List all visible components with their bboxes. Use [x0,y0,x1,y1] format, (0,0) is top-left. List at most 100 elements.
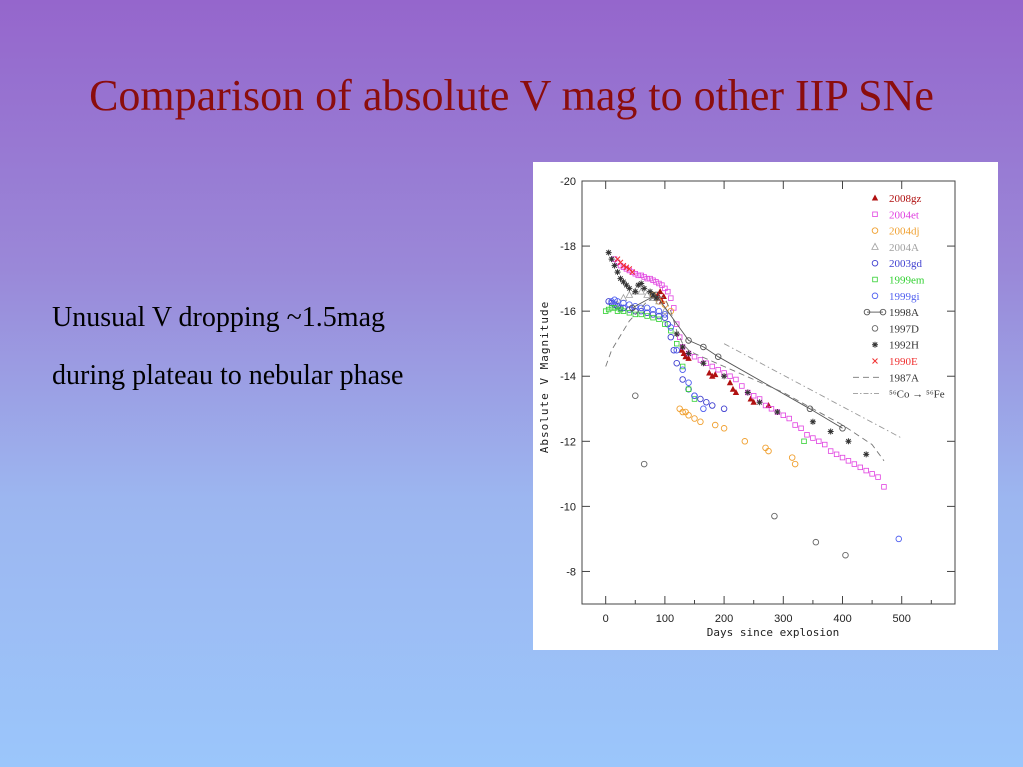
data-point-1992h [809,418,816,425]
data-point-1990e [620,262,627,269]
data-point-2008gz [732,389,740,395]
legend-label-1999gi: 1999gi [889,291,920,303]
data-point-2004et [762,402,769,409]
data-series [602,249,903,559]
data-point-1992h [679,343,686,350]
legend-label-2004dj: 2004dj [889,226,920,238]
data-point-2004et [786,415,792,422]
data-point-1992h [721,373,728,380]
data-point-2004et [635,272,641,279]
data-point-1999em [617,306,624,313]
data-point-2003gd [673,359,680,367]
data-point-1992h [647,288,654,295]
legend-label-1999em: 1999em [889,275,925,287]
data-point-2004et [869,471,875,477]
data-point-1999em [614,308,621,314]
y-tick-label: -8 [566,566,576,578]
data-point-1992h [611,262,618,269]
data-point-1998a [685,337,692,344]
data-point-2004a [661,306,669,315]
legend-marker-1999em [872,276,878,283]
data-point-1992h [650,291,657,298]
data-point-1999gi [661,311,669,318]
data-point-2004et [739,383,745,389]
data-point-2004et [638,272,644,279]
series-2004et [611,256,887,490]
data-point-1999gi [649,306,657,313]
data-point-2003gd [655,312,663,320]
data-point-2004et [792,422,798,428]
data-point-1999gi [614,298,621,305]
series-1987a [605,296,885,462]
data-point-1998a [629,304,636,312]
data-point-1999em [602,308,609,314]
data-point-2008gz [709,372,716,379]
y-tick-label: -10 [560,501,576,513]
data-point-2004dj [765,447,772,455]
data-point-2004et [875,474,881,480]
legend-marker-2004et [872,211,878,217]
data-point-2004dj [711,421,719,429]
data-point-2004et [845,458,852,464]
series-2003gd [605,298,728,413]
slide-title: Comparison of absolute V mag to other II… [89,71,934,120]
axis-ticks: 0 100 200 300 400 500 -20 -18 -16 -14 -12 -10 -8 [560,176,955,625]
data-point-2003gd [649,311,657,318]
chart-canvas: 0 100 200 300 400 500 -20 -18 -16 -14 -12 -10 -8 200… [538,176,956,639]
data-point-1992h [623,282,630,289]
data-point-2004et [750,393,757,399]
data-point-1992h [608,256,615,263]
data-point-1999em [605,306,612,313]
data-point-1992h [685,350,692,357]
legend-label-1997d: 1997D [889,323,919,335]
data-point-1999em [801,438,807,445]
data-point-2003gd [709,402,716,409]
data-point-2008gz [706,369,713,376]
data-point-1998a [839,425,846,432]
data-point-1999em [608,305,615,311]
data-point-1999gi [895,535,903,543]
y-axis-title: Absolute V Magnitude [538,301,551,453]
data-point-1999em [685,386,692,392]
x-tick-label: 300 [774,613,792,625]
series-1992h [605,249,870,458]
data-point-2004et [665,288,671,295]
data-point-1999em [668,327,674,334]
x-tick-label: 400 [833,613,851,625]
legend-marker-2008gz [871,194,879,201]
data-point-2004dj [791,460,799,468]
data-point-1999em [644,313,650,319]
legend-label-1990e: 1990E [889,356,918,368]
data-point-2008gz [750,398,757,405]
data-point-2004et [733,376,739,383]
data-point-2004et [798,425,804,431]
y-tick-label: -16 [560,306,576,318]
data-point-2004et [629,269,636,275]
legend-marker-1992h [872,341,878,348]
data-point-2008gz [726,379,734,386]
data-point-2008gz [656,288,664,295]
legend-label-2008gz: 2008gz [889,193,922,205]
y-tick-label: -20 [560,176,576,188]
series-co-fe [723,343,902,439]
data-point-1992h [620,278,627,285]
data-point-1992h [635,282,642,289]
data-point-2004et [650,277,656,283]
x-tick-label: 500 [893,613,911,625]
series-1999gi [608,296,903,543]
legend-marker-1997d [871,325,879,332]
legend-marker-1998a [879,308,887,316]
data-point-2004et [671,305,677,311]
legend-label-1987a: 1987A [889,372,919,384]
data-point-1992h [863,451,870,458]
data-point-2004dj [697,418,704,426]
data-point-1999gi [667,324,675,331]
data-point-1992h [744,389,751,396]
data-point-1999gi [691,392,698,400]
data-point-2004et [839,454,846,461]
data-point-2004et [697,357,704,363]
data-point-1992h [638,280,645,287]
data-point-2003gd [703,399,710,406]
series-line-co-fe [723,343,902,439]
data-point-1999em [674,340,680,347]
